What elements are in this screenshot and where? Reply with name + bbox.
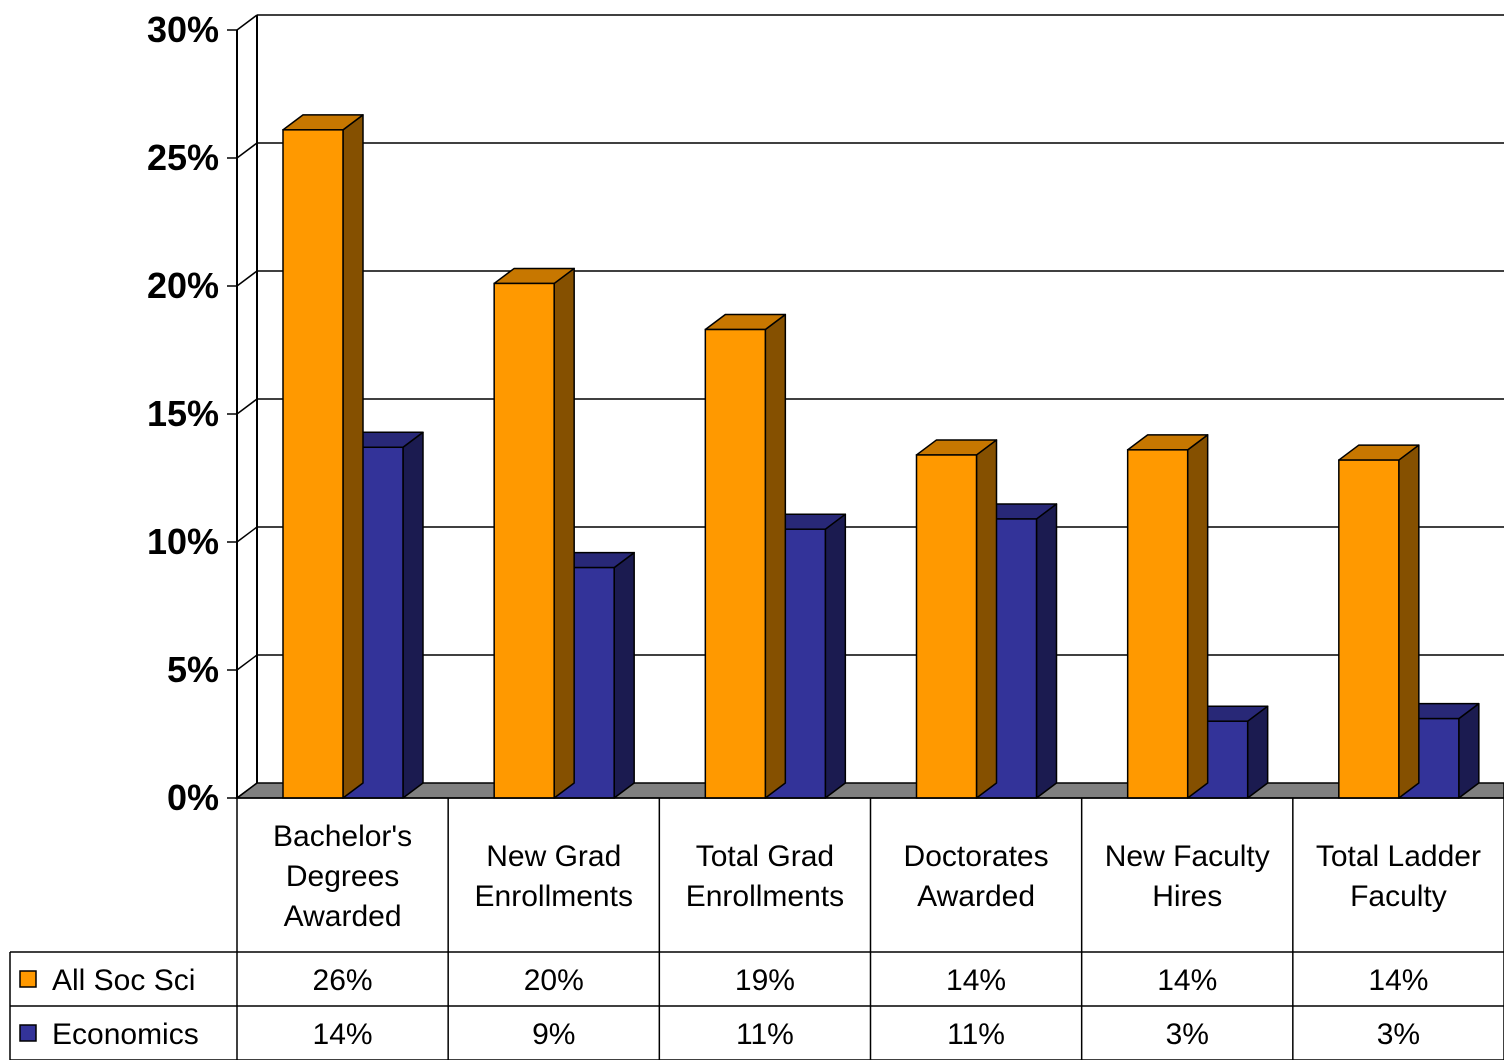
- y-tick-label: 0%: [167, 777, 219, 818]
- y-tick-label: 25%: [147, 137, 219, 178]
- bar-all-soc-sci-2: [704, 313, 787, 799]
- gridline-wall-link: [236, 14, 258, 31]
- gridline-wall-link: [236, 142, 258, 159]
- gridline-wall-link: [236, 398, 258, 415]
- table-cell-value: 14%: [946, 964, 1006, 997]
- category-label: New Faculty: [1105, 840, 1270, 873]
- category-label: Faculty: [1350, 880, 1447, 913]
- bar-economics-5: [1398, 702, 1480, 799]
- bar-side-face: [1035, 503, 1058, 799]
- bar-front-face: [282, 129, 344, 799]
- bar-side-face: [975, 439, 998, 799]
- y-tick-label: 10%: [147, 521, 219, 562]
- bar-front-face: [704, 328, 767, 799]
- table-cell-value: 11%: [736, 1018, 794, 1051]
- table-cell-value: 14%: [1157, 964, 1217, 997]
- bar-all-soc-sci-1: [493, 267, 575, 799]
- table-cell-value: 20%: [524, 964, 584, 997]
- y-tick-label: 20%: [147, 265, 219, 306]
- table-cell-value: 14%: [313, 1018, 373, 1051]
- category-label: Awarded: [284, 900, 402, 933]
- y-tick-label: 15%: [147, 393, 219, 434]
- category-label: Enrollments: [475, 880, 633, 913]
- bar-all-soc-sci-4: [1126, 434, 1209, 799]
- y-tick-label: 30%: [147, 9, 219, 50]
- category-label: Bachelor's: [273, 820, 412, 853]
- bar-front-face: [493, 282, 555, 799]
- table-cell-value: 3%: [1377, 1018, 1420, 1051]
- category-label: Enrollments: [686, 880, 844, 913]
- category-label: Doctorates: [904, 840, 1049, 873]
- category-label: Total Grad: [696, 840, 834, 873]
- bar-side-face: [1186, 434, 1209, 799]
- chart-floor: [234, 782, 1504, 799]
- y-axis: 0% 5% 10% 15% 20% 25% 30%: [147, 9, 238, 818]
- table-cell-value: 14%: [1368, 964, 1428, 997]
- bar-side-face: [402, 431, 424, 799]
- data-table: Bachelor's Degrees Awarded New Grad Enrollme…: [9, 797, 1504, 1060]
- category-label: New Grad: [486, 840, 621, 873]
- category-label: Total Ladder: [1316, 840, 1481, 873]
- category-label: Hires: [1152, 880, 1222, 913]
- legend-label: All Soc Sci: [52, 964, 195, 997]
- floor: [234, 782, 1504, 799]
- bar-all-soc-sci-0: [282, 114, 364, 799]
- bar-front-face: [1126, 449, 1189, 799]
- bar-side-face: [1458, 702, 1480, 799]
- legend-swatch: [19, 1024, 37, 1042]
- legend-swatch: [19, 970, 37, 988]
- table-cell-value: 9%: [532, 1018, 575, 1051]
- bar-side-face: [613, 551, 635, 799]
- bar-front-face: [1338, 459, 1400, 799]
- bar-side-face: [764, 313, 787, 799]
- bar-side-face: [553, 267, 575, 799]
- bar-side-face: [342, 114, 364, 799]
- bars: [282, 114, 1480, 799]
- bar-all-soc-sci-5: [1338, 444, 1420, 799]
- legend-label: Economics: [52, 1018, 199, 1051]
- category-label: Awarded: [917, 880, 1035, 913]
- bar-side-face: [1398, 444, 1420, 799]
- bar-side-face: [1246, 705, 1269, 799]
- gridline-wall-link: [236, 526, 258, 543]
- table-cell-value: 19%: [735, 964, 795, 997]
- bar-side-face: [824, 513, 847, 799]
- gridlines: [236, 14, 1504, 799]
- gridline-wall-link: [236, 270, 258, 287]
- gridline-wall-link: [236, 654, 258, 671]
- table-cell-value: 11%: [947, 1018, 1005, 1051]
- gridline-wall-link: [236, 782, 258, 799]
- table-cell-value: 3%: [1166, 1018, 1209, 1051]
- bar-front-face: [915, 454, 978, 799]
- bar-all-soc-sci-3: [915, 439, 998, 799]
- y-tick-label: 5%: [167, 649, 219, 690]
- category-label: Degrees: [286, 860, 399, 893]
- table-cell-value: 26%: [313, 964, 373, 997]
